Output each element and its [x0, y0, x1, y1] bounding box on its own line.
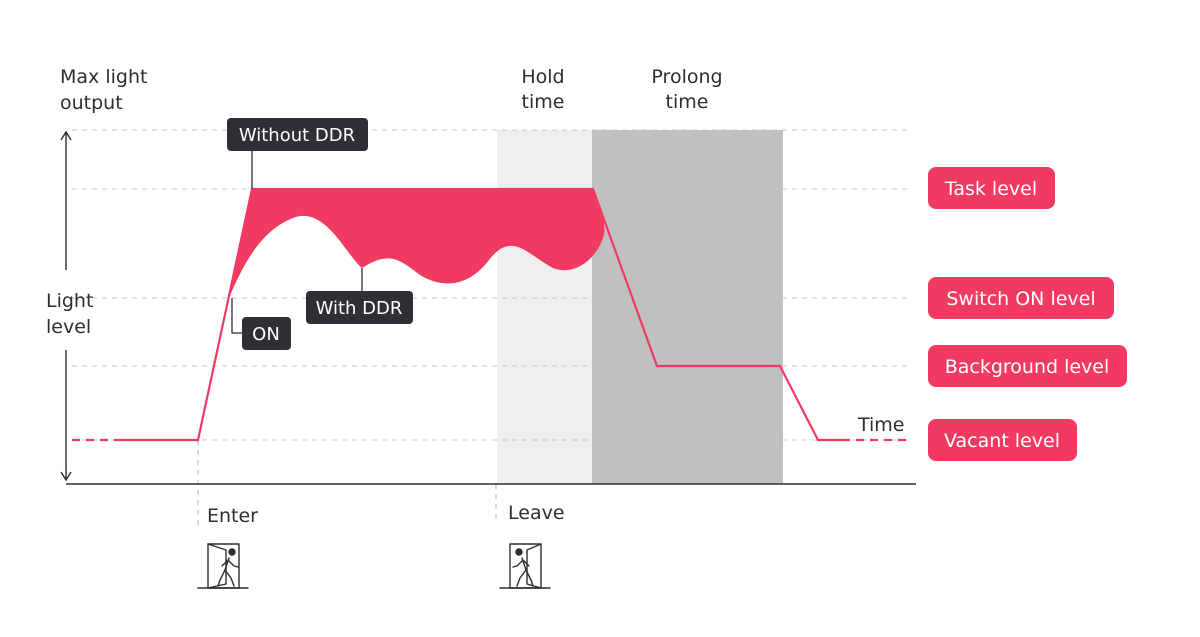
prolong-time-label-line1: Prolong: [651, 66, 722, 88]
vacant-level-badge: Vacant level: [928, 419, 1077, 461]
on-leader: [231, 298, 242, 334]
leave-label: Leave: [508, 502, 565, 524]
background-level-label: Background level: [945, 356, 1110, 378]
switch-on-level-label: Switch ON level: [946, 288, 1095, 310]
enter-label: Enter: [207, 505, 258, 527]
background-level-badge: Background level: [928, 345, 1127, 387]
time-label: Time: [857, 414, 905, 436]
with-ddr-label: With DDR: [316, 298, 403, 319]
person-leaving-door-icon: [499, 543, 551, 589]
hold-time-zone: [497, 130, 592, 484]
prolong-time-zone: [592, 130, 783, 484]
light-level-curve: [118, 187, 842, 442]
hold-time-label-line1: Hold: [521, 66, 564, 88]
hold-time-label-line2: time: [522, 91, 565, 113]
person-entering-door-icon: [197, 543, 249, 589]
without-ddr-label: Without DDR: [239, 125, 355, 146]
max-light-label-line1: Max light: [60, 66, 147, 88]
task-level-badge: Task level: [928, 167, 1055, 209]
prolong-time-label-line2: time: [666, 91, 709, 113]
light-level-label-line2: level: [46, 316, 91, 338]
vacant-level-label: Vacant level: [944, 430, 1060, 452]
max-light-label-line2: output: [60, 92, 123, 114]
light-level-label-line1: Light: [46, 290, 93, 312]
max-output-range-arrow: [60, 130, 72, 270]
without-ddr-callout: Without DDR: [227, 118, 368, 151]
task-level-label: Task level: [944, 178, 1037, 200]
light-level-range-arrow: [60, 350, 72, 482]
on-label: ON: [252, 324, 280, 345]
switch-on-level-badge: Switch ON level: [928, 277, 1114, 319]
on-callout: ON: [242, 317, 291, 350]
with-ddr-callout: With DDR: [306, 291, 413, 324]
ddr-savings-area: [229, 189, 605, 298]
